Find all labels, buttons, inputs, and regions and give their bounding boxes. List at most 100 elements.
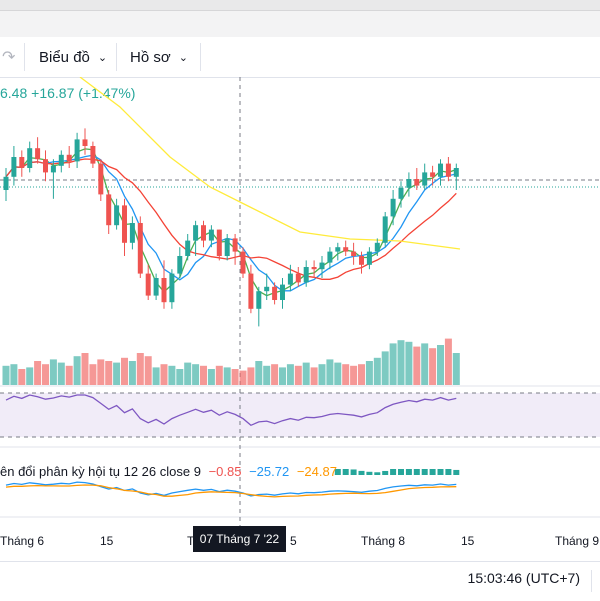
candle-body <box>280 284 285 300</box>
redo-button[interactable]: ↷ <box>2 37 15 77</box>
candle-body <box>50 165 56 173</box>
crosshair-time-label: 07 Tháng 7 '22 <box>193 526 286 552</box>
candle-body <box>398 187 404 199</box>
time-axis-label: 5 <box>290 534 297 548</box>
toolbar-divider <box>24 43 25 71</box>
rsi-line <box>5 394 457 427</box>
macd-line <box>5 481 457 497</box>
candle-body <box>137 223 143 274</box>
candle-body <box>43 159 48 173</box>
volume-bar <box>113 362 121 385</box>
volume-bar <box>2 365 10 385</box>
volume-bar <box>444 338 452 385</box>
time-axis-label: T <box>187 534 195 548</box>
candle-body <box>248 273 254 309</box>
rsi-pane-band <box>0 393 600 437</box>
macd-histogram-bar <box>421 469 428 475</box>
volume-bar <box>263 365 271 385</box>
candle-body <box>374 242 380 252</box>
macd-histogram-bar <box>390 469 397 475</box>
price-change-legend: 6.48 +16.87 (+1.47%) <box>0 85 135 101</box>
candle-body <box>453 168 459 177</box>
time-axis-label: 15 <box>100 534 114 548</box>
candle-body <box>295 273 301 283</box>
volume-bar <box>326 359 334 385</box>
macd-histogram-bar <box>429 469 436 475</box>
macd-histogram-bar <box>374 472 381 475</box>
volume-bar <box>437 345 444 385</box>
macd-indicator-label: ên đổi phân kỳ hội tụ 12 26 close 9 <box>0 464 201 479</box>
candle-body <box>145 273 151 296</box>
candle-body <box>193 225 199 241</box>
candle-body <box>445 163 451 177</box>
volume-bar <box>271 364 279 385</box>
candle-body <box>430 172 436 177</box>
candle-body <box>90 146 96 164</box>
ma-mid-line <box>5 154 457 292</box>
volume-bar <box>105 361 113 385</box>
volume-bar <box>136 353 144 385</box>
time-axis-label: Tháng 6 <box>0 534 45 548</box>
volume-bar <box>18 369 26 385</box>
timezone-clock-button[interactable]: 15:03:46 (UTC+7) <box>467 570 580 586</box>
rsi-indicator <box>5 394 457 427</box>
volume-bar <box>152 367 160 385</box>
profile-menu-button[interactable]: Hồ sơ ⌄ <box>130 37 188 77</box>
bottom-status-bar: 15:03:46 (UTC+7) <box>0 561 600 601</box>
chart-menu-label: Biểu đồ <box>39 48 90 66</box>
volume-bar <box>279 367 286 385</box>
volume-bar <box>318 364 326 385</box>
volume-bar <box>200 365 207 385</box>
volume-bar <box>49 359 57 385</box>
volume-bar <box>57 362 65 385</box>
candle-body <box>327 251 333 263</box>
macd-legend: ên đổi phân kỳ hội tụ 12 26 close 9 −0.8… <box>0 464 341 479</box>
candle-body <box>359 256 364 265</box>
volume-bar <box>294 365 302 385</box>
browser-top-strip <box>0 0 600 38</box>
candle-body <box>27 148 33 168</box>
volume-bar <box>452 353 460 385</box>
redo-icon: ↷ <box>2 49 16 66</box>
candle-body <box>240 251 246 274</box>
candle-body <box>208 229 214 241</box>
macd-hist-value: −0.85 <box>208 464 242 479</box>
ma-fast-line <box>5 148 457 297</box>
volume-bar <box>207 369 215 385</box>
volume-bar <box>302 362 310 385</box>
candle-body <box>161 278 167 303</box>
candle-body <box>390 198 396 217</box>
candle-body <box>129 223 135 243</box>
volume-bar <box>89 364 97 385</box>
volume-bar <box>231 369 239 385</box>
macd-histogram-bar <box>342 469 349 475</box>
candlestick-series <box>3 128 459 327</box>
macd-histogram-bar <box>453 469 460 475</box>
volume-bar <box>373 357 381 385</box>
macd-signal-line <box>5 484 457 498</box>
macd-histogram-bar <box>382 470 389 475</box>
volume-bar <box>26 367 34 385</box>
volume-bar <box>223 367 231 385</box>
volume-bar <box>247 367 255 385</box>
candle-body <box>201 225 206 241</box>
tab-strip <box>0 10 600 38</box>
volume-bar <box>215 365 223 385</box>
chart-menu-button[interactable]: Biểu đồ ⌄ <box>39 37 107 77</box>
candle-body <box>335 247 341 252</box>
candle-body <box>343 247 349 252</box>
candle-body <box>66 154 72 162</box>
volume-bar <box>255 361 263 385</box>
candle-body <box>169 273 175 303</box>
macd-histogram-bar <box>398 469 404 475</box>
chart-toolbar: ↷ Biểu đồ ⌄ Hồ sơ ⌄ <box>0 37 600 78</box>
macd-signal-value: −24.87 <box>296 464 337 479</box>
candle-body <box>224 238 230 256</box>
chevron-down-icon: ⌄ <box>97 51 108 64</box>
candle-body <box>351 251 357 256</box>
price-chart[interactable] <box>0 77 600 567</box>
volume-bar <box>413 346 421 385</box>
candle-body <box>264 286 270 292</box>
candle-body <box>177 256 183 274</box>
volume-bar <box>286 364 294 385</box>
